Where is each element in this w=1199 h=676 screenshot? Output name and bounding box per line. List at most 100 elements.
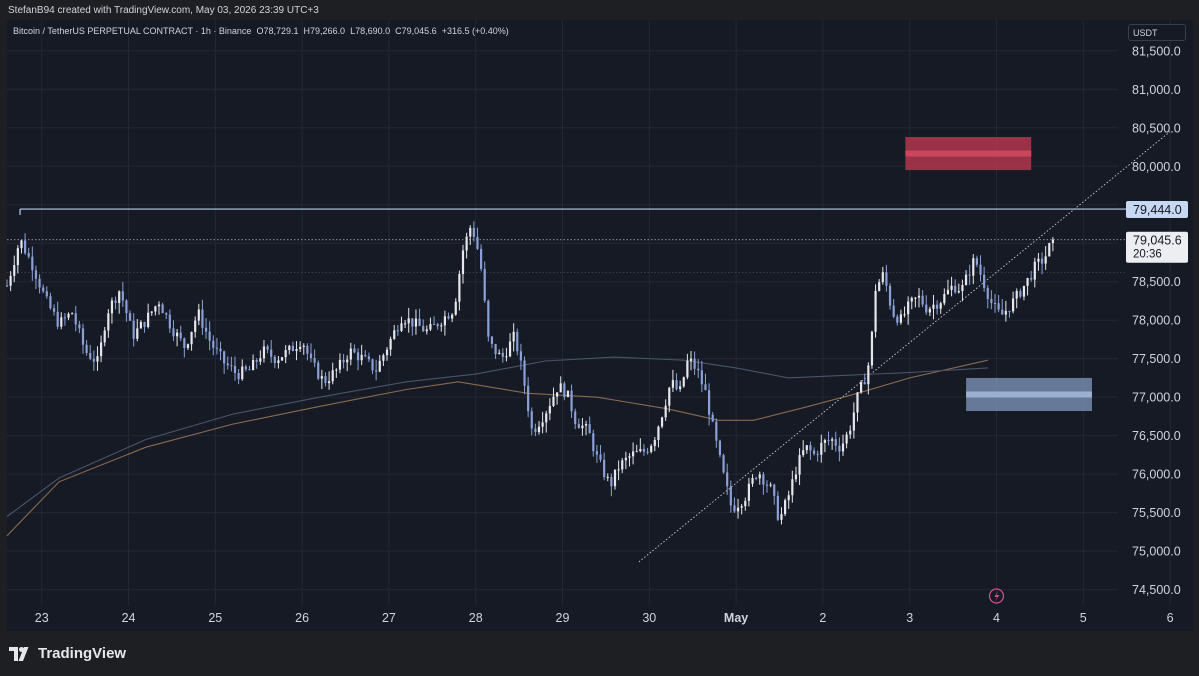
candle-body bbox=[443, 316, 447, 326]
candle-body bbox=[1004, 310, 1007, 315]
candle-body bbox=[856, 392, 859, 413]
candle-body bbox=[393, 330, 396, 339]
candle-body bbox=[403, 323, 407, 325]
candle-body bbox=[172, 328, 175, 337]
x-axis-tick-label: 27 bbox=[382, 611, 396, 625]
candle-body bbox=[270, 349, 273, 357]
candle-body bbox=[555, 392, 559, 397]
candle-body bbox=[943, 293, 946, 304]
candle-body bbox=[1048, 243, 1051, 257]
moving-average-line bbox=[6, 356, 988, 517]
candle-body bbox=[675, 380, 678, 390]
candle-body bbox=[469, 227, 472, 237]
candle-body bbox=[726, 472, 729, 487]
last-price-tag-label: 79,045.6 bbox=[1133, 234, 1182, 248]
candle-body bbox=[975, 258, 979, 265]
y-axis-tick-label: 74,500.0 bbox=[1132, 583, 1181, 597]
ohlc-open: O78,729.1 bbox=[256, 26, 299, 36]
x-axis-tick-label: 5 bbox=[1080, 611, 1087, 625]
candle-body bbox=[827, 440, 830, 442]
candle-body bbox=[429, 324, 432, 330]
candle-body bbox=[805, 445, 808, 451]
currency-button[interactable]: USDT bbox=[1128, 24, 1186, 41]
candle-body bbox=[418, 318, 421, 326]
candle-body bbox=[201, 309, 204, 328]
candle-body bbox=[802, 450, 805, 456]
candle-body bbox=[60, 317, 63, 327]
candle-body bbox=[939, 303, 942, 309]
ohlc-close: C79,045.6 bbox=[395, 26, 437, 36]
candle-body bbox=[1019, 291, 1022, 297]
candle-body bbox=[190, 331, 193, 345]
candle-body bbox=[342, 359, 345, 363]
tradingview-logo[interactable]: TradingView bbox=[9, 645, 126, 662]
candle-body bbox=[903, 314, 906, 316]
y-axis-tick-label: 80,500.0 bbox=[1132, 121, 1181, 135]
y-axis-tick-label: 76,500.0 bbox=[1132, 429, 1181, 443]
candle-body bbox=[157, 304, 161, 307]
candle-body bbox=[251, 360, 255, 371]
candle-body bbox=[812, 450, 816, 454]
candle-body bbox=[92, 358, 95, 362]
candle-body bbox=[498, 352, 501, 355]
candle-body bbox=[230, 365, 233, 367]
candle-body bbox=[284, 350, 287, 358]
candle-body bbox=[317, 362, 320, 379]
candle-body bbox=[447, 316, 450, 319]
candle-body bbox=[165, 313, 168, 315]
candle-body bbox=[208, 331, 211, 341]
chart-panel[interactable] bbox=[7, 20, 1193, 631]
candle-body bbox=[617, 469, 620, 471]
candle-body bbox=[581, 425, 584, 429]
candle-body bbox=[1037, 258, 1040, 262]
candle-body bbox=[823, 440, 827, 443]
horizontal-level-tag[interactable] bbox=[1126, 201, 1188, 219]
candle-body bbox=[957, 291, 960, 293]
candle-body bbox=[888, 285, 892, 306]
tradingview-logo-icon bbox=[9, 646, 29, 661]
trendline[interactable] bbox=[638, 131, 1171, 563]
candle-body bbox=[110, 300, 114, 314]
candle-body bbox=[335, 369, 338, 371]
candle-body bbox=[273, 356, 276, 364]
candle-body bbox=[899, 314, 903, 323]
candle-body bbox=[277, 360, 280, 364]
candle-body bbox=[896, 316, 899, 323]
candle-body bbox=[74, 313, 77, 325]
candle-body bbox=[892, 305, 895, 317]
candle-body bbox=[776, 495, 779, 520]
candle-body bbox=[291, 345, 295, 352]
candle-body bbox=[700, 370, 703, 385]
x-axis-tick-label: 3 bbox=[906, 611, 913, 625]
candle-body bbox=[382, 355, 385, 361]
candle-body bbox=[1030, 278, 1033, 280]
candle-body bbox=[255, 360, 258, 362]
symbol-legend: Bitcoin / TetherUS PERPETUAL CONTRACT · … bbox=[13, 26, 509, 36]
y-axis-tick-label: 78,000.0 bbox=[1132, 314, 1181, 328]
candle-body bbox=[755, 477, 758, 479]
candle-body bbox=[89, 352, 92, 359]
candle-body bbox=[791, 479, 794, 496]
candle-body bbox=[584, 424, 588, 426]
candle-body bbox=[798, 455, 801, 475]
candle-body bbox=[729, 486, 732, 506]
candle-body bbox=[740, 506, 743, 508]
candle-body bbox=[411, 318, 414, 327]
candle-body bbox=[512, 331, 515, 342]
candle-body bbox=[610, 476, 613, 487]
candle-body bbox=[606, 476, 609, 478]
candle-body bbox=[986, 287, 989, 300]
candle-body bbox=[914, 297, 917, 299]
candle-body bbox=[682, 377, 685, 387]
candle-body bbox=[631, 451, 635, 457]
last-price-tag[interactable] bbox=[1126, 231, 1188, 263]
candle-body bbox=[773, 484, 776, 496]
candle-body bbox=[747, 483, 751, 501]
y-axis-tick-label: 75,500.0 bbox=[1132, 506, 1181, 520]
candle-body bbox=[183, 338, 186, 348]
candle-body bbox=[537, 426, 541, 433]
candle-body bbox=[878, 282, 881, 291]
lightning-icon[interactable] bbox=[988, 588, 1005, 604]
candle-body bbox=[697, 368, 700, 371]
